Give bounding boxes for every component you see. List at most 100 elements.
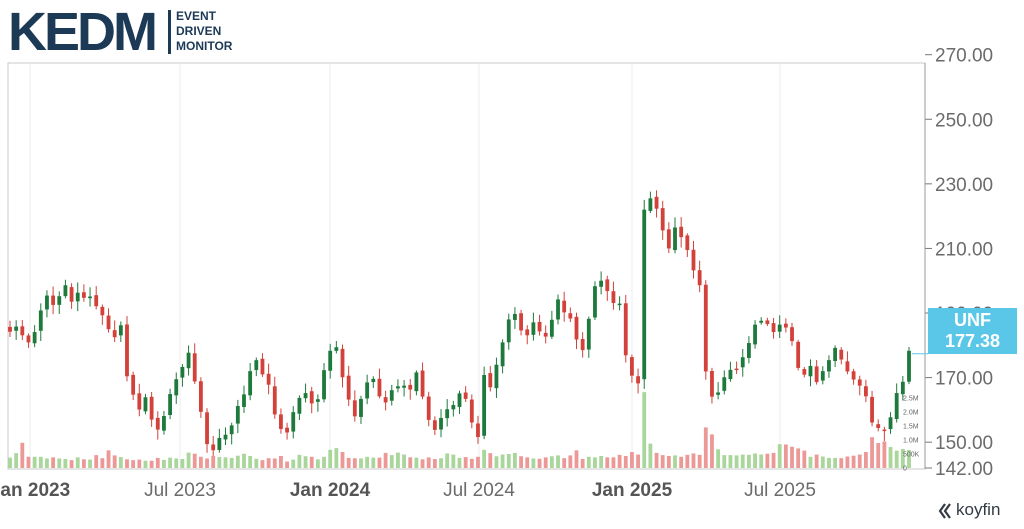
candle-body-33 [211,444,216,451]
volume-bar-132 [820,456,825,468]
candle-body-115 [716,392,721,395]
candle-body-98 [611,291,616,303]
volume-bar-103 [642,392,647,468]
volume-bar-42 [266,458,271,468]
volume-bar-110 [685,454,690,468]
volume-bar-97 [605,457,610,468]
candle-body-57 [359,398,363,417]
candle-body-76 [476,423,480,438]
volume-bar-10 [69,460,74,468]
volume-bar-0 [8,457,12,468]
volume-bar-89 [556,455,560,468]
candle-body-139 [863,386,868,397]
volume-bar-21 [137,459,142,468]
candle-body-13 [88,296,92,299]
volume-bar-78 [488,453,493,468]
volume-bar-129 [802,450,807,468]
candle-body-118 [734,368,739,371]
candle-body-66 [414,372,419,392]
candle-body-88 [549,319,554,337]
volume-bar-114 [710,434,714,468]
volume-bar-16 [106,450,111,468]
candle-body-48 [303,393,308,399]
volume-tick-label-1: 2.0M [903,410,919,417]
candle-body-80 [500,342,505,367]
volume-bar-136 [845,456,850,468]
candle-body-12 [81,292,86,298]
volume-bar-43 [272,458,277,468]
volume-bar-53 [334,448,339,468]
candle-body-87 [543,332,548,337]
volume-bar-36 [229,457,234,468]
candle-body-10 [69,287,74,302]
volume-bar-6 [45,458,49,468]
volume-bar-106 [660,455,665,468]
volume-bar-55 [346,457,351,468]
volume-bar-125 [777,444,782,468]
candle-body-121 [753,324,757,345]
candle-body-8 [57,296,62,305]
candle-body-59 [371,378,376,383]
volume-bar-134 [833,457,838,468]
volume-bar-45 [285,461,289,468]
candle-body-143 [888,417,893,430]
volume-bar-112 [697,454,702,468]
candle-body-64 [402,385,406,388]
volume-bar-39 [248,455,253,468]
candle-body-99 [617,303,622,306]
volume-bar-92 [574,450,579,468]
candle-body-15 [100,306,105,316]
candle-body-93 [580,339,585,351]
candle-body-136 [845,361,850,372]
volume-bar-143 [888,447,893,468]
volume-bar-140 [870,437,874,468]
candle-body-50 [315,399,320,402]
candle-body-40 [254,360,259,371]
volume-bar-24 [155,457,160,468]
candle-body-77 [482,375,487,436]
volume-bar-61 [383,452,388,468]
volume-bar-69 [432,459,437,468]
volume-bar-11 [75,457,80,468]
candle-body-142 [882,429,887,432]
candle-body-19 [125,324,129,377]
candle-body-114 [710,370,714,397]
candle-body-103 [642,209,647,380]
volume-bar-146 [907,450,911,468]
volume-bar-70 [439,458,443,468]
volume-bar-94 [586,456,591,468]
candle-body-55 [346,375,351,400]
volume-bar-135 [839,458,844,468]
candle-body-22 [143,397,148,412]
volume-bar-33 [211,455,216,468]
volume-bar-46 [291,459,296,468]
volume-bar-57 [359,458,363,468]
candle-body-78 [488,373,493,388]
candle-body-128 [796,341,801,368]
candle-body-113 [703,284,708,372]
volume-bar-137 [851,455,856,468]
candle-body-116 [722,377,727,391]
volume-bar-108 [673,455,677,468]
koyfin-watermark: koyfin [956,500,1001,519]
volume-bar-85 [531,458,536,468]
candle-body-109 [679,226,684,238]
volume-bar-98 [611,457,616,468]
candle-body-107 [666,229,671,249]
candle-body-105 [654,196,659,209]
volume-bar-50 [315,459,320,468]
volume-bar-47 [297,454,302,468]
candle-body-97 [605,279,610,292]
volume-bar-66 [414,457,419,468]
candle-body-104 [648,198,653,211]
volume-bar-83 [519,456,523,468]
volume-bar-109 [679,456,684,468]
volume-bar-35 [223,457,228,468]
candle-body-95 [593,286,597,318]
candle-body-43 [272,386,277,415]
candle-body-91 [568,313,573,319]
volume-bar-5 [38,456,43,468]
candle-body-47 [297,397,302,414]
